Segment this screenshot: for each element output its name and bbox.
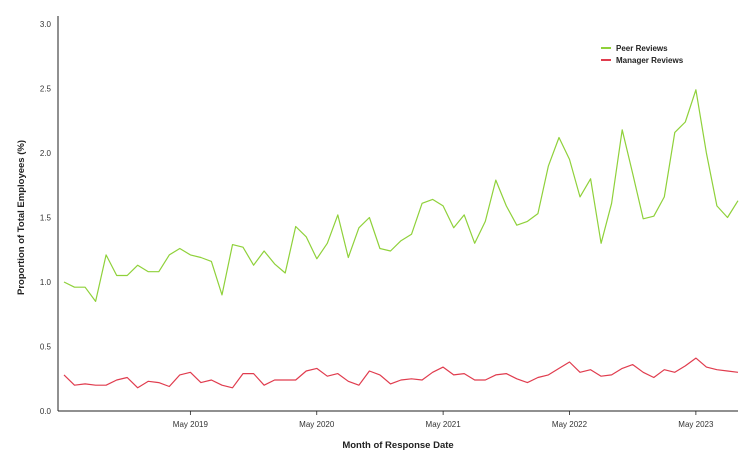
x-tick-label: May 2019: [173, 420, 209, 429]
y-tick-label: 3.0: [40, 20, 52, 29]
legend-label: Manager Reviews: [616, 56, 684, 65]
x-axis: May 2019 May 2020 May 2021 May 2022 May 2023…: [58, 410, 738, 429]
y-tick-label: 2.0: [40, 149, 52, 158]
y-axis: 0.0 0.5 1.0 1.5 2.0 2.5 3.0: [40, 16, 59, 416]
y-tick-label: 0.0: [40, 407, 52, 416]
x-tick-label: May 2020: [299, 420, 335, 429]
y-tick-label: 0.5: [40, 343, 52, 352]
x-tick-label: May 2021: [426, 420, 462, 429]
y-tick-label: 1.0: [40, 278, 52, 287]
y-axis-title: Proportion of Total Employees (%): [16, 140, 27, 295]
x-axis-title: Month of Response Date: [342, 440, 453, 451]
x-tick-label: May 2023: [678, 420, 714, 429]
series-layer: [63, 89, 739, 389]
y-tick-label: 2.5: [40, 85, 52, 94]
y-tick-label: 1.5: [40, 214, 52, 223]
legend-label: Peer Reviews: [616, 44, 668, 53]
series-line-peer-reviews: [63, 89, 739, 302]
legend: Peer Reviews Manager Reviews: [601, 44, 684, 65]
series-line-manager-reviews: [63, 357, 739, 389]
x-tick-label: May 2022: [552, 420, 588, 429]
